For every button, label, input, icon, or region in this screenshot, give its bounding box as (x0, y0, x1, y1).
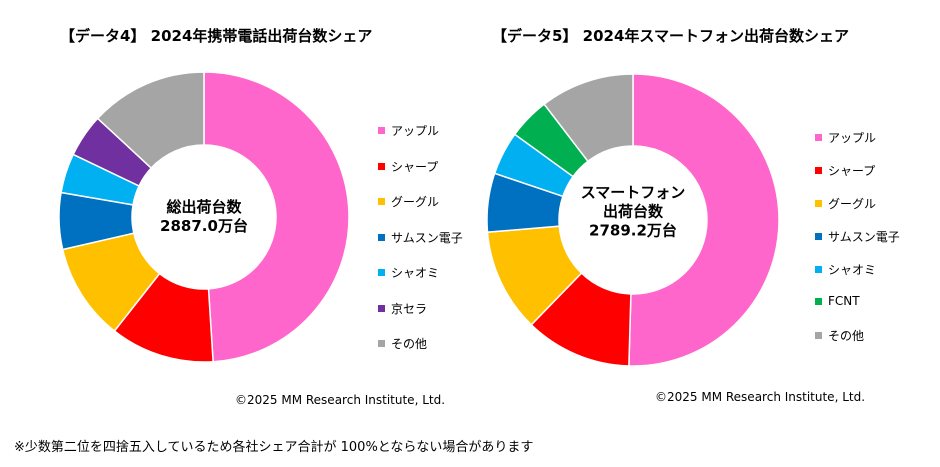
legend-swatch (815, 134, 822, 141)
legend-label: シャオミ (828, 263, 877, 277)
legend-item: シャオミ (378, 264, 439, 281)
legend-swatch (378, 198, 385, 205)
legend-item: シャープ (815, 162, 875, 179)
legend-swatch (815, 200, 822, 207)
legend-swatch (378, 340, 385, 347)
legend-swatch (378, 233, 385, 241)
legend-label: シャープ (391, 159, 439, 174)
legend-label: アップル (828, 131, 877, 145)
legend-label: FCNT (828, 294, 860, 308)
slice-0-6 (96, 71, 205, 170)
legend-item: グーグル (378, 193, 439, 210)
legend-item: シャープ (378, 158, 438, 175)
legend-swatch (378, 162, 385, 170)
footnote: ※少数第二位を四捨五入しているため各社シェア合計が 100%とならない場合があり… (14, 440, 534, 455)
center-line: 出荷台数 (602, 202, 663, 221)
legend-item: グーグル (815, 195, 876, 212)
chart2-copyright: ©2025 MM Research Institute, Ltd. (655, 390, 866, 404)
center-line: 2789.2万台 (589, 221, 677, 240)
slice-1-6 (543, 73, 634, 163)
chart1-center-label: 総出荷台数 2887.0万台 (160, 198, 248, 236)
legend-item: アップル (815, 129, 876, 146)
legend-swatch (815, 233, 822, 240)
legend-item: 京セラ (378, 300, 427, 317)
legend-swatch (815, 297, 822, 305)
chart2-center-label: スマートフォン 出荷台数 2789.2万台 (581, 184, 686, 241)
legend-item: サムスン電子 (378, 229, 463, 246)
slice-1-0 (628, 73, 780, 367)
legend-item: その他 (815, 327, 864, 344)
legend-swatch (815, 332, 822, 339)
legend-swatch (378, 127, 385, 134)
center-line: 総出荷台数 (166, 198, 242, 216)
chart2-title: 【データ5】 2024年スマートフォン出荷台数シェア (492, 27, 849, 45)
legend-label: シャープ (828, 164, 876, 178)
slice-0-0 (203, 71, 350, 363)
legend-label: グーグル (391, 195, 440, 209)
legend-swatch (378, 304, 385, 312)
legend-label: サムスン電子 (391, 230, 463, 245)
legend-label: サムスン電子 (828, 230, 900, 244)
chart1-copyright: ©2025 MM Research Institute, Ltd. (235, 393, 446, 407)
legend-label: 京セラ (391, 301, 428, 316)
legend-label: アップル (391, 124, 440, 138)
center-line: スマートフォン (580, 183, 686, 202)
legend-label: グーグル (828, 197, 877, 211)
legend-item: シャオミ (815, 261, 876, 278)
legend-item: サムスン電子 (815, 228, 900, 245)
legend-label: シャオミ (391, 266, 440, 280)
legend-item: FCNT (815, 294, 860, 308)
legend-label: その他 (828, 329, 865, 343)
legend-swatch (815, 266, 822, 273)
legend-item: その他 (378, 335, 427, 352)
legend-item: アップル (378, 122, 439, 139)
center-line: 2887.0万台 (160, 217, 248, 235)
chart1-title: 【データ4】 2024年携帯電話出荷台数シェア (60, 27, 373, 45)
legend-label: その他 (391, 337, 428, 351)
legend-swatch (378, 269, 385, 276)
legend-swatch (815, 167, 822, 174)
